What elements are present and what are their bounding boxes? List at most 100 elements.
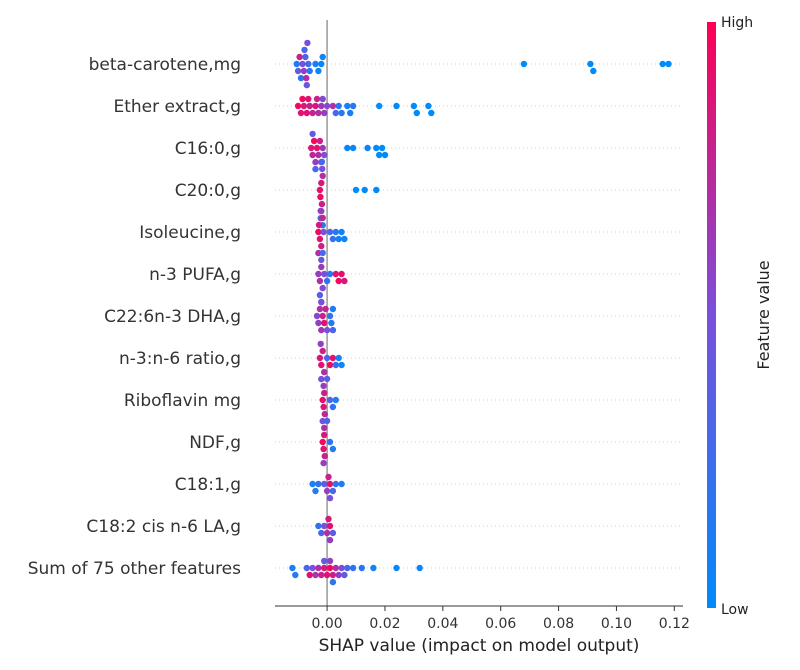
shap-point bbox=[329, 403, 337, 411]
shap-point bbox=[341, 277, 348, 285]
feature-label: NDF,g bbox=[189, 433, 241, 453]
colorbar-low-label: Low bbox=[721, 602, 749, 618]
feature-label: beta-carotene,mg bbox=[89, 55, 241, 75]
shap-point bbox=[329, 326, 337, 334]
feature-gridlines bbox=[275, 63, 683, 569]
shap-point bbox=[329, 354, 337, 362]
shap-point bbox=[321, 522, 328, 530]
shap-point bbox=[319, 284, 326, 292]
shap-point bbox=[320, 403, 327, 411]
shap-point bbox=[329, 445, 337, 453]
shap-point bbox=[323, 102, 331, 110]
shap-points bbox=[289, 39, 672, 586]
shap-point bbox=[302, 53, 309, 61]
feature-label: n-3 PUFA,g bbox=[149, 265, 241, 285]
shap-point bbox=[364, 144, 371, 152]
shap-point bbox=[306, 571, 313, 579]
shap-point bbox=[323, 354, 331, 362]
shap-point bbox=[323, 487, 331, 495]
shap-point bbox=[329, 487, 337, 495]
shap-point bbox=[312, 571, 319, 579]
shap-point bbox=[378, 144, 386, 152]
shap-point bbox=[428, 109, 435, 117]
shap-point bbox=[320, 445, 327, 453]
shap-point bbox=[326, 228, 334, 236]
shap-point bbox=[312, 487, 319, 495]
colorbar-gradient bbox=[707, 22, 716, 608]
shap-point bbox=[318, 60, 325, 68]
shap-point bbox=[315, 109, 322, 117]
shap-point bbox=[299, 95, 306, 103]
shap-point bbox=[347, 109, 354, 117]
shap-point bbox=[323, 571, 331, 579]
shap-point bbox=[332, 228, 339, 236]
shap-point bbox=[326, 361, 334, 369]
shap-point bbox=[332, 270, 339, 278]
shap-point bbox=[316, 277, 324, 285]
shap-point bbox=[335, 571, 342, 579]
shap-point bbox=[319, 53, 326, 61]
shap-point bbox=[318, 263, 325, 271]
shap-point bbox=[361, 186, 368, 194]
shap-point bbox=[318, 158, 326, 165]
shap-point bbox=[335, 235, 342, 243]
shap-point bbox=[299, 60, 306, 68]
shap-point bbox=[335, 102, 342, 110]
shap-point bbox=[335, 354, 342, 362]
shap-point bbox=[297, 74, 305, 82]
x-axis-title: SHAP value (impact on model output) bbox=[319, 636, 640, 656]
shap-point bbox=[329, 305, 337, 313]
shap-point bbox=[323, 277, 331, 285]
shap-point bbox=[321, 270, 328, 278]
shap-point bbox=[312, 165, 319, 173]
shap-point bbox=[665, 60, 672, 68]
shap-point bbox=[294, 102, 302, 110]
feature-label: C16:0,g bbox=[175, 139, 241, 159]
shap-point bbox=[315, 319, 322, 327]
shap-point bbox=[301, 46, 308, 54]
shap-point bbox=[325, 473, 332, 481]
shap-point bbox=[326, 480, 334, 488]
feature-label: Isoleucine,g bbox=[139, 223, 241, 243]
shap-point bbox=[335, 277, 342, 285]
shap-point bbox=[303, 81, 310, 89]
shap-point bbox=[323, 417, 331, 425]
shap-point bbox=[332, 396, 339, 404]
shap-point bbox=[318, 529, 325, 537]
shap-point bbox=[338, 109, 345, 117]
shap-point bbox=[313, 95, 321, 103]
shap-point bbox=[316, 186, 324, 194]
shap-point bbox=[292, 571, 299, 579]
x-axis: 0.00 0.02 0.04 0.06 0.08 0.10 0.12 bbox=[275, 605, 690, 632]
shap-point bbox=[321, 557, 328, 565]
shap-point bbox=[306, 102, 313, 110]
feature-labels: beta-carotene,mg Ether extract,g C16:0,g C2… bbox=[28, 55, 241, 579]
shap-point bbox=[312, 158, 319, 166]
shap-point bbox=[315, 480, 322, 488]
shap-point bbox=[319, 396, 326, 404]
x-tick-label: 0.02 bbox=[369, 616, 400, 632]
shap-point bbox=[587, 60, 594, 68]
shap-point bbox=[315, 564, 322, 572]
feature-label: Riboflavin mg bbox=[124, 391, 241, 411]
x-tick-label: 0.08 bbox=[543, 616, 574, 632]
shap-point bbox=[303, 74, 310, 82]
shap-point bbox=[326, 494, 334, 502]
shap-point bbox=[296, 53, 303, 61]
shap-point bbox=[289, 564, 296, 572]
shap-point bbox=[309, 480, 316, 488]
shap-point bbox=[326, 536, 334, 544]
shap-point bbox=[315, 522, 322, 530]
shap-point bbox=[317, 207, 324, 215]
shap-point bbox=[338, 270, 345, 278]
shap-point bbox=[370, 564, 377, 572]
feature-label: C22:6n-3 DHA,g bbox=[104, 307, 241, 327]
shap-point bbox=[326, 564, 334, 572]
shap-point bbox=[300, 67, 308, 75]
x-tick-label: 0.00 bbox=[311, 616, 342, 632]
shap-point bbox=[312, 102, 319, 110]
shap-point bbox=[321, 480, 328, 488]
shap-point bbox=[349, 564, 357, 572]
shap-point bbox=[416, 564, 423, 572]
shap-point bbox=[315, 221, 323, 229]
